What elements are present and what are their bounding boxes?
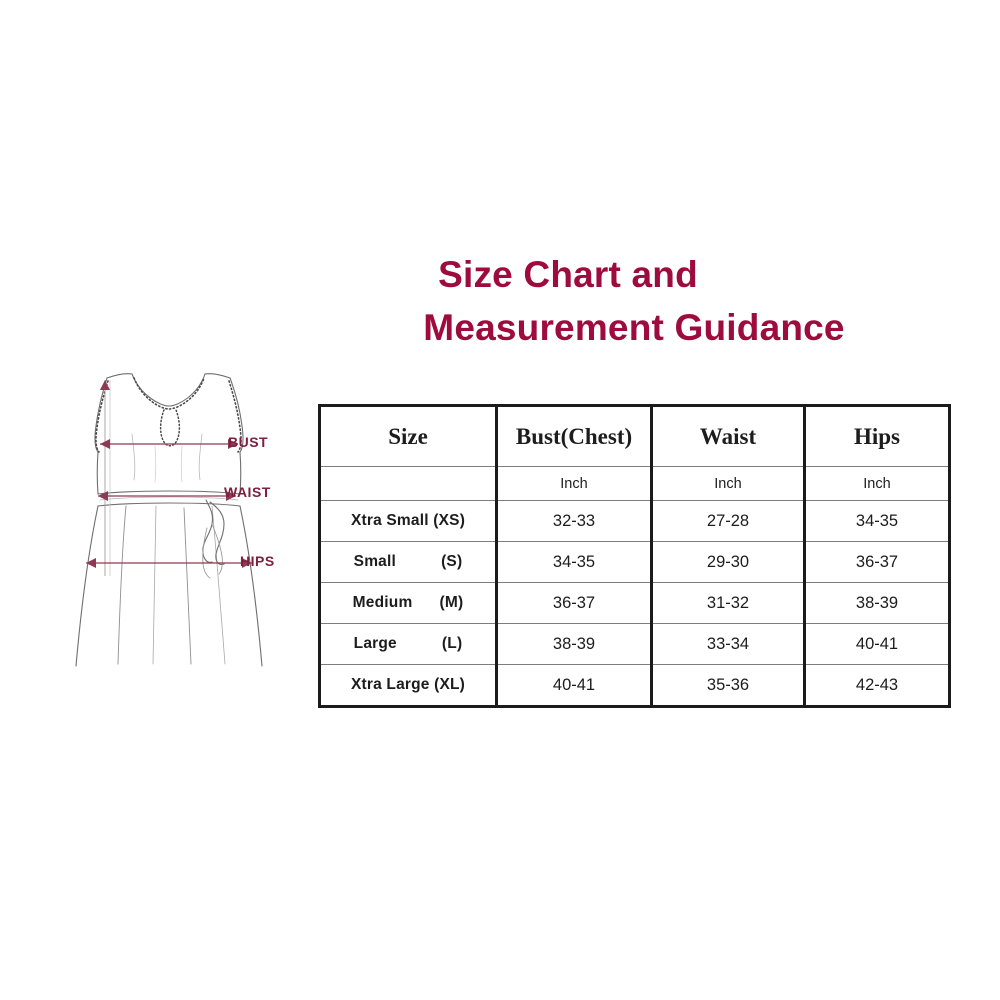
page-title-line-1: Size Chart and — [438, 254, 698, 295]
unit-cell-waist: Inch — [650, 466, 805, 501]
cell-waist: 31-32 — [650, 582, 805, 624]
table-header-row: Size Bust(Chest) Waist Hips — [319, 405, 950, 467]
table-row: Small (S) 34-35 29-30 36-37 — [319, 541, 950, 583]
cell-size: Xtra Small (XS) — [319, 500, 497, 542]
cell-hips: 36-37 — [803, 541, 950, 583]
column-header-bust: Bust(Chest) — [495, 405, 652, 467]
cell-waist: 33-34 — [650, 623, 805, 665]
cell-bust: 34-35 — [495, 541, 652, 583]
table-row: Medium (M) 36-37 31-32 38-39 — [319, 582, 950, 624]
size-chart-table: Size Bust(Chest) Waist Hips Inch Inch In… — [318, 404, 951, 708]
measure-label-waist: WAIST — [224, 484, 271, 500]
cell-bust: 36-37 — [495, 582, 652, 624]
measure-label-bust: BUST — [228, 434, 269, 450]
table-row: Large (L) 38-39 33-34 40-41 — [319, 623, 950, 665]
unit-cell-bust: Inch — [495, 466, 652, 501]
cell-size: Large (L) — [319, 623, 497, 665]
cell-size: Xtra Large (XL) — [319, 664, 497, 707]
column-header-waist: Waist — [650, 405, 805, 467]
table-row: Xtra Small (XS) 32-33 27-28 34-35 — [319, 500, 950, 542]
column-header-size: Size — [319, 405, 497, 467]
cell-waist: 29-30 — [650, 541, 805, 583]
page-title-line-2: Measurement Guidance — [423, 307, 845, 348]
cell-size: Medium (M) — [319, 582, 497, 624]
cell-size: Small (S) — [319, 541, 497, 583]
cell-hips: 42-43 — [803, 664, 950, 707]
cell-bust: 38-39 — [495, 623, 652, 665]
dress-measurement-diagram — [60, 348, 310, 698]
unit-cell-size — [319, 466, 497, 501]
table-row: Xtra Large (XL) 40-41 35-36 42-43 — [319, 664, 950, 707]
cell-waist: 35-36 — [650, 664, 805, 707]
cell-bust: 40-41 — [495, 664, 652, 707]
cell-hips: 34-35 — [803, 500, 950, 542]
table-unit-row: Inch Inch Inch — [319, 466, 950, 501]
cell-waist: 27-28 — [650, 500, 805, 542]
column-header-hips: Hips — [803, 405, 950, 467]
unit-cell-hips: Inch — [803, 466, 950, 501]
cell-hips: 38-39 — [803, 582, 950, 624]
measure-label-hips: HIPS — [240, 553, 275, 569]
cell-hips: 40-41 — [803, 623, 950, 665]
cell-bust: 32-33 — [495, 500, 652, 542]
page-title: Size Chart and Measurement Guidance — [318, 248, 958, 354]
